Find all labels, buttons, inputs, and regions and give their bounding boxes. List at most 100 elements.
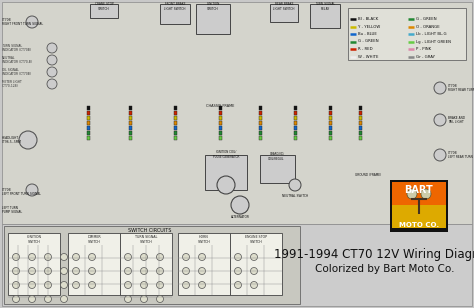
Bar	[259, 121, 262, 125]
Circle shape	[61, 268, 67, 274]
Circle shape	[73, 253, 80, 261]
Circle shape	[235, 268, 241, 274]
Circle shape	[140, 295, 147, 302]
Circle shape	[140, 268, 147, 274]
Bar	[329, 136, 332, 140]
Circle shape	[47, 55, 57, 65]
Bar	[359, 116, 362, 120]
Bar	[392, 205, 446, 228]
Bar	[259, 106, 262, 110]
Bar	[329, 111, 332, 115]
Bar	[87, 116, 90, 120]
Circle shape	[250, 253, 257, 261]
Circle shape	[12, 295, 19, 302]
Bar	[87, 121, 90, 125]
Text: IGNITION
SWITCH: IGNITION SWITCH	[206, 2, 219, 10]
Bar	[174, 121, 177, 125]
Text: NEUTRAL SWITCH: NEUTRAL SWITCH	[282, 194, 308, 198]
Circle shape	[125, 253, 131, 261]
Text: OIL SIGNAL
INDICATOR (CT70B): OIL SIGNAL INDICATOR (CT70B)	[2, 68, 31, 76]
Text: CT70B
RIGHT FRONT TURN SIGNAL: CT70B RIGHT FRONT TURN SIGNAL	[2, 18, 43, 26]
Text: REAR BRAKE
LIGHT SWITCH: REAR BRAKE LIGHT SWITCH	[273, 2, 295, 10]
Bar	[329, 126, 332, 130]
Bar	[270, 4, 298, 22]
Circle shape	[73, 268, 80, 274]
Bar	[87, 136, 90, 140]
Text: FRONT BRAKE
LIGHT SWITCH: FRONT BRAKE LIGHT SWITCH	[164, 2, 186, 10]
Text: IGNITION COIL/
PULSE GENERATOR: IGNITION COIL/ PULSE GENERATOR	[213, 150, 239, 159]
Bar	[196, 4, 230, 34]
Bar	[87, 106, 90, 110]
Circle shape	[45, 295, 52, 302]
Bar	[129, 131, 132, 135]
Bar	[87, 131, 90, 135]
Circle shape	[199, 253, 206, 261]
Bar	[219, 126, 222, 130]
Circle shape	[140, 282, 147, 289]
Text: IGNITION
SWITCH: IGNITION SWITCH	[27, 235, 42, 244]
Bar	[310, 4, 340, 28]
Circle shape	[61, 282, 67, 289]
Text: METER LIGHT
(CT70-12B): METER LIGHT (CT70-12B)	[2, 80, 22, 88]
Circle shape	[19, 131, 37, 149]
Text: G - GREEN: G - GREEN	[416, 17, 437, 21]
Text: 1991-1994 CT70 12V Wiring Diagram: 1991-1994 CT70 12V Wiring Diagram	[274, 248, 474, 261]
Text: P - PINK: P - PINK	[416, 47, 431, 51]
Text: CHARGING
COIL/REGUL.: CHARGING COIL/REGUL.	[268, 152, 286, 160]
Circle shape	[156, 282, 164, 289]
Bar	[219, 116, 222, 120]
Bar	[230, 233, 282, 295]
Bar	[392, 182, 446, 205]
Text: TURN SIGNAL
SWITCH: TURN SIGNAL SWITCH	[135, 235, 157, 244]
Text: Bu - BLUE: Bu - BLUE	[358, 32, 377, 36]
Bar	[129, 106, 132, 110]
Bar	[219, 131, 222, 135]
Bar	[359, 111, 362, 115]
Bar	[219, 121, 222, 125]
Circle shape	[125, 295, 131, 302]
Text: TURN SIGNAL
INDICATOR (CT70B): TURN SIGNAL INDICATOR (CT70B)	[2, 44, 31, 52]
Circle shape	[434, 114, 446, 126]
Text: GROUND (FRAME): GROUND (FRAME)	[355, 173, 381, 177]
Circle shape	[125, 268, 131, 274]
Bar	[259, 111, 262, 115]
Circle shape	[28, 268, 36, 274]
Circle shape	[45, 282, 52, 289]
Text: HEADLIGHT
CT96.5-.5MM: HEADLIGHT CT96.5-.5MM	[2, 136, 22, 144]
Bar	[259, 126, 262, 130]
Bar	[359, 121, 362, 125]
Circle shape	[217, 176, 235, 194]
Bar	[359, 126, 362, 130]
Bar	[205, 155, 247, 190]
Circle shape	[89, 253, 95, 261]
Text: ALTERNATOR: ALTERNATOR	[230, 215, 249, 219]
Text: Gr - GRAY: Gr - GRAY	[416, 55, 435, 59]
Circle shape	[12, 253, 19, 261]
Circle shape	[26, 184, 38, 196]
Bar	[174, 126, 177, 130]
Bar	[87, 111, 90, 115]
Circle shape	[47, 43, 57, 53]
Bar	[329, 116, 332, 120]
Bar	[294, 106, 297, 110]
Bar	[2, 2, 472, 224]
Circle shape	[89, 282, 95, 289]
Circle shape	[289, 179, 301, 191]
Bar	[219, 106, 222, 110]
Circle shape	[45, 268, 52, 274]
Bar	[87, 126, 90, 130]
Circle shape	[12, 268, 19, 274]
Circle shape	[231, 196, 249, 214]
Bar	[359, 136, 362, 140]
Text: O - ORANGE: O - ORANGE	[416, 25, 440, 29]
Circle shape	[28, 253, 36, 261]
Text: CT70B
RIGHT REAR TURN SIGNAL: CT70B RIGHT REAR TURN SIGNAL	[448, 84, 474, 92]
Bar	[359, 131, 362, 135]
Text: CHASSIS FRAME: CHASSIS FRAME	[206, 104, 234, 108]
Circle shape	[26, 16, 38, 28]
Bar	[294, 136, 297, 140]
Bar	[174, 116, 177, 120]
Bar	[348, 8, 466, 60]
Bar	[390, 180, 448, 232]
Bar	[90, 4, 118, 18]
